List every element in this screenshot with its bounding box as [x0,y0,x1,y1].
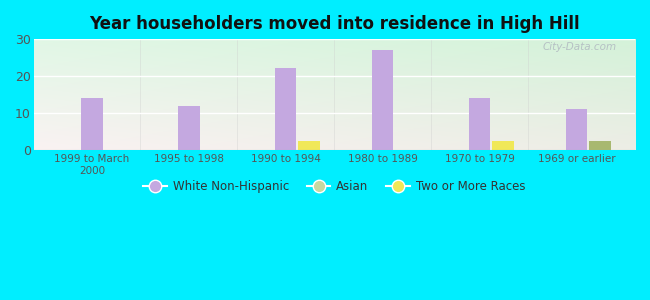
Bar [81,98,103,150]
Title: Year householders moved into residence in High Hill: Year householders moved into residence i… [89,15,580,33]
Bar [493,141,514,150]
Bar [178,106,200,150]
Bar [590,141,611,150]
Bar [372,50,393,150]
Bar [298,141,320,150]
Bar [275,68,296,150]
Bar [469,98,491,150]
Legend: White Non-Hispanic, Asian, Two or More Races: White Non-Hispanic, Asian, Two or More R… [138,175,530,197]
Text: City-Data.com: City-Data.com [543,42,617,52]
Bar [566,109,588,150]
